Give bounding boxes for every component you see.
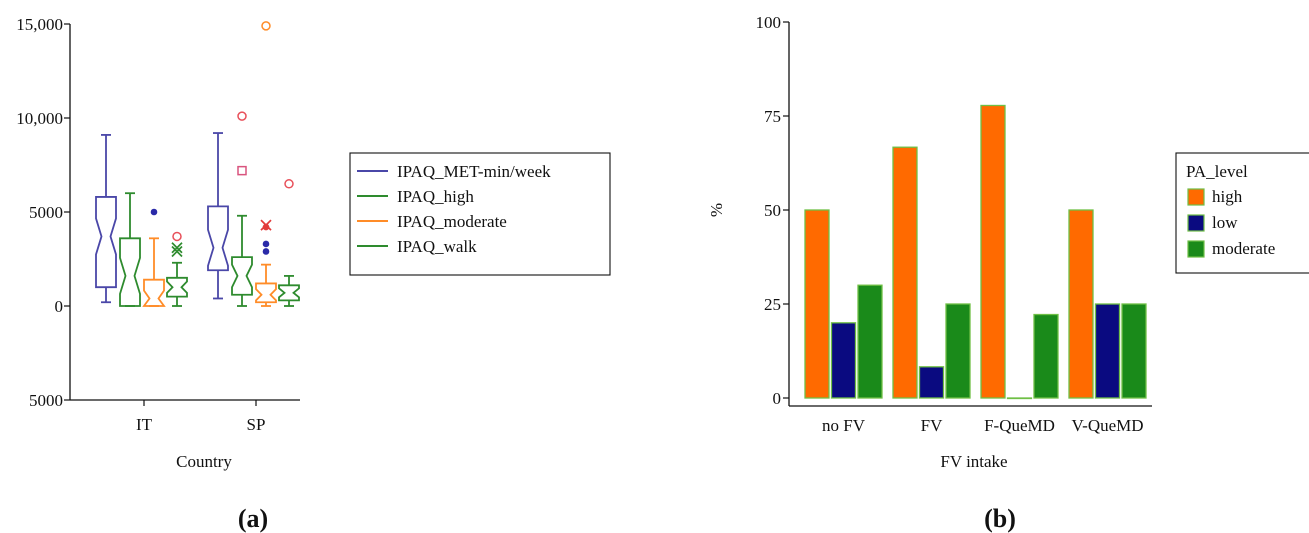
x-tick-label: no FV	[822, 416, 866, 435]
outlier-point	[237, 165, 247, 176]
box	[95, 196, 117, 289]
outlier-point	[150, 208, 158, 216]
y-tick-label: 25	[764, 295, 781, 314]
outlier-point	[262, 223, 270, 231]
y-tick-label: 75	[764, 107, 781, 126]
box	[278, 284, 300, 302]
outlier-point	[237, 111, 247, 121]
y-tick-label: 5000	[29, 203, 63, 222]
outlier-point	[172, 231, 182, 242]
legend-entry: IPAQ_high	[397, 187, 474, 206]
x-tick-label: FV	[921, 416, 943, 435]
bar	[857, 284, 883, 399]
outlier-point	[262, 240, 270, 248]
y-tick-label: 0	[773, 389, 782, 408]
legend-entry: IPAQ_moderate	[397, 212, 507, 231]
legend-entry: moderate	[1212, 239, 1275, 258]
x-axis-label: FV intake	[940, 452, 1007, 471]
box	[119, 237, 141, 307]
y-ticks: 5000 0 5000 10,000 15,000	[16, 15, 70, 410]
panel-label-a: (a)	[238, 504, 268, 533]
legend-swatch	[1187, 240, 1205, 258]
legend-entry: low	[1212, 213, 1238, 232]
y-tick-label: 50	[764, 201, 781, 220]
bar-chart: 0 25 50 75 100 no FV FV F-QueMD V-QueMD % FV in…	[707, 13, 1309, 471]
legend-entry: IPAQ_MET-min/week	[397, 162, 551, 181]
box	[231, 256, 253, 296]
bar	[1033, 313, 1059, 399]
x-tick-label: F-QueMD	[984, 416, 1055, 435]
y-tick-label: 5000	[29, 391, 63, 410]
bar	[804, 209, 830, 399]
legend-entry: high	[1212, 187, 1243, 206]
legend: IPAQ_MET-min/week IPAQ_high IPAQ_moderate I…	[349, 152, 611, 276]
box	[166, 276, 188, 298]
legend-frame	[349, 152, 611, 276]
boxplot-chart: 5000 0 5000 10,000 15,000 IT SP Country IPAQ_…	[16, 15, 611, 471]
outlier-point	[171, 242, 183, 254]
bar	[1068, 209, 1094, 399]
legend-swatch	[1187, 214, 1205, 232]
outlier-point	[261, 21, 271, 31]
outlier-point	[171, 245, 183, 258]
y-axis-label: %	[707, 203, 726, 217]
x-tick-label: V-QueMD	[1071, 416, 1143, 435]
legend-entry: IPAQ_walk	[397, 237, 477, 256]
x-ticks: IT SP	[136, 400, 265, 434]
outlier-point	[262, 248, 270, 255]
box	[255, 282, 277, 304]
legend-swatch	[1187, 188, 1205, 206]
bar-series	[804, 104, 1147, 400]
y-tick-label: 10,000	[16, 109, 63, 128]
bar	[1006, 397, 1033, 400]
x-tick-label: IT	[136, 415, 153, 434]
bar	[980, 104, 1006, 399]
bar	[945, 303, 971, 399]
bar	[892, 146, 918, 399]
x-axis-label: Country	[176, 452, 232, 471]
box	[207, 205, 229, 272]
y-tick-label: 100	[756, 13, 782, 32]
y-tick-label: 0	[55, 297, 64, 316]
outlier-point	[284, 179, 294, 189]
bar	[830, 322, 857, 399]
box	[142, 278, 166, 307]
x-tick-label: SP	[247, 415, 266, 434]
legend-title: PA_level	[1186, 162, 1248, 181]
bar	[1121, 303, 1147, 399]
box-series	[95, 21, 300, 307]
x-ticks: no FV FV F-QueMD V-QueMD	[822, 416, 1144, 435]
panel-label-b: (b)	[984, 504, 1016, 533]
bar	[918, 366, 945, 399]
bar	[1094, 303, 1121, 399]
y-ticks: 0 25 50 75 100	[756, 13, 789, 408]
legend: PA_level high low moderate	[1175, 152, 1309, 274]
y-tick-label: 15,000	[16, 15, 63, 34]
